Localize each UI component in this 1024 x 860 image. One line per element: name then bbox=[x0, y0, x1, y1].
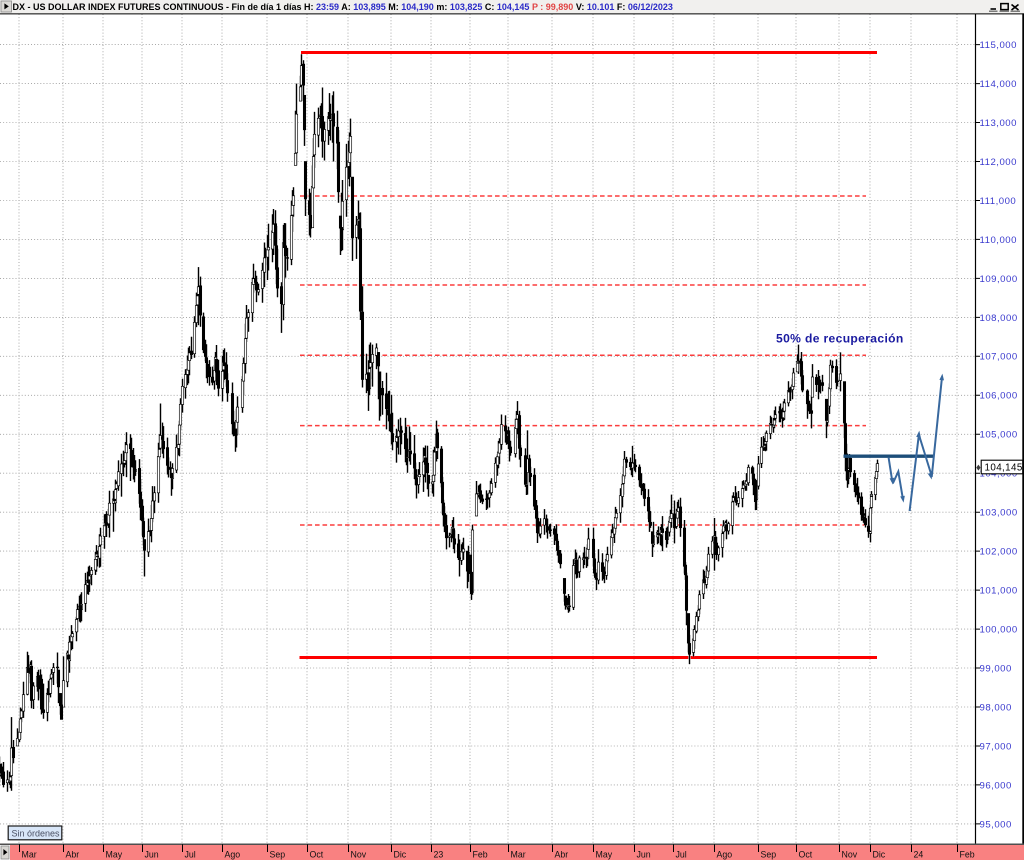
svg-text:Sin órdenes: Sin órdenes bbox=[12, 829, 61, 839]
svg-text:Sep: Sep bbox=[761, 850, 777, 860]
svg-text:96,000: 96,000 bbox=[980, 780, 1012, 791]
svg-text:Abr: Abr bbox=[555, 850, 569, 860]
svg-text:100,000: 100,000 bbox=[980, 625, 1018, 636]
svg-text:108,000: 108,000 bbox=[980, 313, 1018, 324]
svg-text:104,145: 104,145 bbox=[985, 463, 1023, 474]
svg-text:114,000: 114,000 bbox=[980, 79, 1017, 90]
svg-text:24: 24 bbox=[914, 850, 924, 860]
svg-text:Feb: Feb bbox=[473, 850, 488, 860]
svg-text:102,000: 102,000 bbox=[980, 547, 1018, 558]
svg-text:98,000: 98,000 bbox=[980, 702, 1012, 713]
svg-text:Nov: Nov bbox=[842, 850, 858, 860]
svg-text:Jul: Jul bbox=[676, 850, 687, 860]
svg-text:Abr: Abr bbox=[66, 850, 80, 860]
svg-text:Jun: Jun bbox=[145, 850, 159, 860]
svg-text:50% de recuperación: 50% de recuperación bbox=[776, 332, 904, 346]
svg-text:97,000: 97,000 bbox=[980, 741, 1012, 752]
svg-text:Mar: Mar bbox=[511, 850, 526, 860]
svg-text:Mar: Mar bbox=[22, 850, 37, 860]
svg-text:Ago: Ago bbox=[225, 850, 241, 860]
svg-text:Dic: Dic bbox=[394, 850, 407, 860]
svg-text:Ago: Ago bbox=[717, 850, 733, 860]
svg-text:103,000: 103,000 bbox=[980, 508, 1018, 519]
svg-text:107,000: 107,000 bbox=[980, 352, 1018, 363]
svg-text:111,000: 111,000 bbox=[980, 196, 1017, 207]
svg-text:112,000: 112,000 bbox=[980, 157, 1017, 168]
svg-text:113,000: 113,000 bbox=[980, 118, 1017, 129]
svg-text:110,000: 110,000 bbox=[980, 235, 1017, 246]
svg-text:Nov: Nov bbox=[351, 850, 367, 860]
svg-text:May: May bbox=[596, 850, 613, 860]
svg-text:Jul: Jul bbox=[185, 850, 196, 860]
svg-text:106,000: 106,000 bbox=[980, 391, 1018, 402]
svg-text:May: May bbox=[106, 850, 123, 860]
svg-text:95,000: 95,000 bbox=[980, 819, 1012, 830]
svg-text:Sep: Sep bbox=[270, 850, 286, 860]
svg-text:Feb: Feb bbox=[960, 850, 975, 860]
svg-text:115,000: 115,000 bbox=[980, 40, 1017, 51]
svg-text:99,000: 99,000 bbox=[980, 663, 1012, 674]
svg-text:Oct: Oct bbox=[799, 850, 813, 860]
svg-text:Oct: Oct bbox=[310, 850, 324, 860]
svg-text:DX - US DOLLAR INDEX FUTURES C: DX - US DOLLAR INDEX FUTURES CONTINUOUS … bbox=[13, 2, 673, 12]
svg-text:101,000: 101,000 bbox=[980, 586, 1018, 597]
svg-text:109,000: 109,000 bbox=[980, 274, 1018, 285]
svg-text:23: 23 bbox=[434, 850, 444, 860]
svg-text:Jun: Jun bbox=[637, 850, 651, 860]
svg-text:105,000: 105,000 bbox=[980, 430, 1018, 441]
svg-text:Dic: Dic bbox=[873, 850, 886, 860]
